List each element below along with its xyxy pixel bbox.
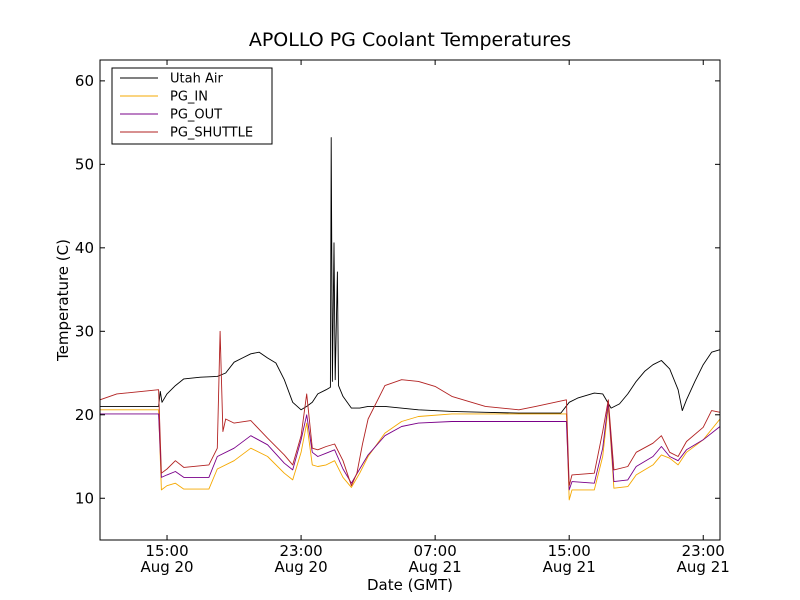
- y-tick-label: 30: [75, 322, 94, 340]
- legend: Utah Air PG_IN PG_OUT PG_SHUTTLE: [111, 67, 273, 145]
- y-axis-label: Temperature (C): [54, 239, 72, 362]
- y-tick-label: 50: [75, 155, 94, 173]
- y-axis: 10 20 30 40 50 60: [75, 72, 720, 507]
- series-line-utah-air: [100, 137, 721, 414]
- y-tick-label: 20: [75, 406, 94, 424]
- x-axis-label: Date (GMT): [367, 576, 453, 594]
- series-line-pg-shuttle: [99, 330, 721, 487]
- x-tick-label-time: 07:00: [414, 542, 457, 560]
- chart-title: APOLLO PG Coolant Temperatures: [249, 29, 571, 51]
- x-tick-label-time: 15:00: [145, 542, 188, 560]
- plot-frame: [99, 59, 721, 541]
- legend-label-pg-out: PG_OUT: [170, 108, 222, 123]
- x-tick-label-date: Aug 21: [677, 558, 730, 576]
- y-tick-label: 60: [75, 72, 94, 90]
- y-tick-label: 40: [75, 239, 94, 257]
- legend-box: [111, 67, 273, 145]
- x-tick-label-date: Aug 21: [409, 558, 462, 576]
- legend-label-pg-in: PG_IN: [170, 90, 208, 105]
- x-tick-label-date: Aug 20: [140, 558, 193, 576]
- x-tick-label-date: Aug 20: [275, 558, 328, 576]
- y-tick-label: 10: [75, 489, 94, 507]
- legend-label-utah-air: Utah Air: [170, 72, 223, 87]
- series-layer: [99, 137, 721, 501]
- x-tick-label-time: 15:00: [548, 542, 591, 560]
- x-tick-label-time: 23:00: [279, 542, 322, 560]
- x-tick-label-date: Aug 21: [543, 558, 596, 576]
- series-line-pg-in: [100, 405, 721, 501]
- legend-label-pg-shuttle: PG_SHUTTLE: [170, 126, 253, 141]
- series-line-pg-out: [100, 401, 721, 491]
- x-tick-label-time: 23:00: [682, 542, 725, 560]
